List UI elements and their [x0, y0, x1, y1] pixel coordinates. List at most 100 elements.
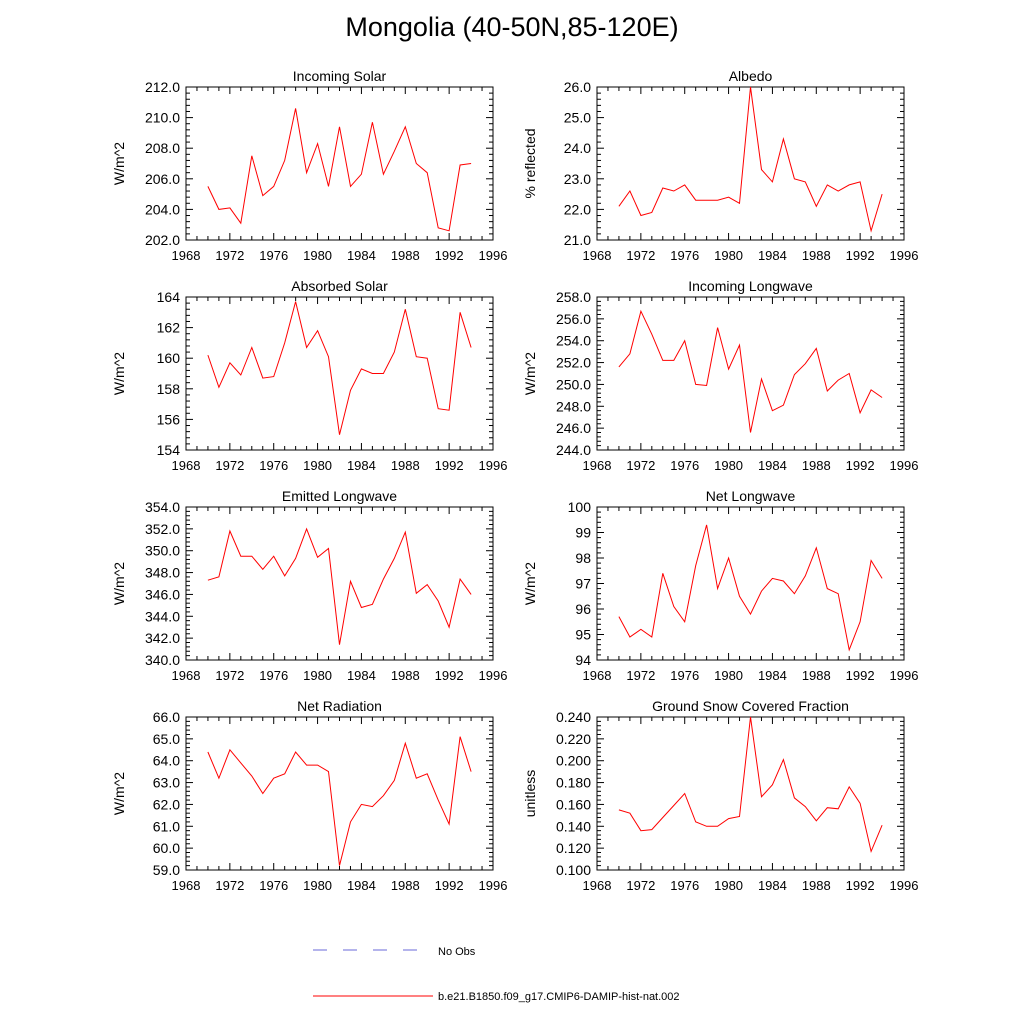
panel-6: Net Longwave W/m^2 1968 1972 1976 1980 1984 198…: [522, 488, 918, 683]
y-tick-label: 354.0: [145, 499, 180, 515]
y-tick-label: 154: [157, 442, 181, 458]
y-tick-label: 66.0: [153, 709, 180, 725]
y-tick-label: 204.0: [145, 201, 180, 217]
x-tick-label: 1976: [259, 668, 288, 683]
y-tick-label: 252.0: [556, 355, 591, 371]
panel-title: Net Longwave: [706, 488, 796, 504]
x-tick-label: 1972: [215, 668, 244, 683]
x-tick-label: 1992: [435, 668, 464, 683]
y-tick-label: 212.0: [145, 79, 180, 95]
y-tick-label: 158: [157, 381, 181, 397]
x-tick-label: 1996: [479, 248, 508, 263]
y-tick-label: 206.0: [145, 171, 180, 187]
x-tick-label: 1976: [670, 878, 699, 893]
x-tick-label: 1968: [583, 668, 612, 683]
y-tick-label: 98: [575, 550, 591, 566]
y-tick-label: 94: [575, 652, 591, 668]
panel-3: Absorbed Solar W/m^2 1968 1972 1976 1980 1984 1…: [111, 278, 507, 473]
y-tick-label: 348.0: [145, 565, 180, 581]
panel-title: Albedo: [729, 68, 773, 84]
panel-7: Net Radiation W/m^2 1968 1972 1976 1980 1984 19…: [111, 698, 507, 893]
panel-4: Incoming Longwave W/m^2 1968 1972 1976 1980 19…: [522, 278, 918, 473]
x-tick-label: 1992: [846, 878, 875, 893]
y-axis-label: W/m^2: [522, 352, 538, 395]
y-tick-label: 97: [575, 576, 591, 592]
plot-frame: [596, 296, 905, 451]
x-tick-label: 1968: [583, 878, 612, 893]
panel-title: Ground Snow Covered Fraction: [652, 698, 849, 714]
x-tick-label: 1992: [435, 458, 464, 473]
y-tick-label: 0.160: [556, 796, 591, 812]
x-tick-label: 1972: [215, 458, 244, 473]
series-line: [618, 524, 883, 652]
y-tick-label: 340.0: [145, 652, 180, 668]
x-tick-label: 1972: [626, 458, 655, 473]
x-tick-label: 1984: [347, 668, 376, 683]
series-line: [207, 108, 472, 232]
y-tick-label: 59.0: [153, 862, 180, 878]
y-tick-label: 0.140: [556, 818, 591, 834]
y-tick-label: 99: [575, 525, 591, 541]
y-tick-label: 25.0: [564, 110, 591, 126]
y-tick-label: 100: [568, 499, 592, 515]
y-tick-label: 22.0: [564, 201, 591, 217]
x-tick-label: 1976: [259, 878, 288, 893]
y-tick-label: 160: [157, 350, 181, 366]
x-tick-label: 1968: [172, 878, 201, 893]
x-tick-label: 1984: [758, 458, 787, 473]
x-tick-label: 1996: [479, 668, 508, 683]
x-tick-label: 1996: [890, 668, 919, 683]
y-tick-label: 63.0: [153, 775, 180, 791]
y-tick-label: 0.100: [556, 862, 591, 878]
x-tick-label: 1976: [670, 248, 699, 263]
y-tick-label: 61.0: [153, 818, 180, 834]
x-tick-label: 1984: [347, 878, 376, 893]
y-tick-label: 162: [157, 320, 181, 336]
y-tick-label: 250.0: [556, 376, 591, 392]
y-tick-label: 350.0: [145, 543, 180, 559]
x-tick-label: 1984: [347, 458, 376, 473]
y-tick-label: 202.0: [145, 232, 180, 248]
x-tick-label: 1972: [626, 668, 655, 683]
x-tick-label: 1992: [846, 668, 875, 683]
x-tick-label: 1988: [802, 248, 831, 263]
x-tick-label: 1980: [714, 668, 743, 683]
y-tick-label: 0.240: [556, 709, 591, 725]
x-tick-label: 1980: [714, 458, 743, 473]
plot-frame: [185, 296, 494, 451]
x-tick-label: 1992: [846, 458, 875, 473]
figure-title: Mongolia (40-50N,85-120E): [345, 12, 679, 42]
y-tick-label: 96: [575, 601, 591, 617]
x-tick-label: 1996: [890, 878, 919, 893]
x-tick-label: 1984: [758, 668, 787, 683]
x-tick-label: 1984: [347, 248, 376, 263]
x-tick-label: 1988: [802, 878, 831, 893]
legend-model-label: b.e21.B1850.f09_g17.CMIP6-DAMIP-hist-nat…: [438, 991, 680, 1003]
panel-8: Ground Snow Covered Fraction unitless 1968…: [522, 698, 918, 893]
y-axis-label: % reflected: [522, 128, 538, 198]
x-tick-label: 1984: [758, 878, 787, 893]
x-tick-label: 1980: [303, 878, 332, 893]
y-tick-label: 26.0: [564, 79, 591, 95]
plot-frame: [185, 86, 494, 241]
x-tick-label: 1996: [479, 878, 508, 893]
x-tick-label: 1968: [583, 458, 612, 473]
panel-title: Emitted Longwave: [282, 488, 397, 504]
y-axis-label: W/m^2: [111, 352, 127, 395]
x-tick-label: 1976: [670, 668, 699, 683]
plot-frame: [185, 716, 494, 871]
x-tick-label: 1988: [391, 668, 420, 683]
x-tick-label: 1988: [802, 668, 831, 683]
x-tick-label: 1992: [435, 878, 464, 893]
y-axis-label: W/m^2: [111, 772, 127, 815]
y-tick-label: 0.220: [556, 731, 591, 747]
y-axis-label: W/m^2: [111, 562, 127, 605]
y-tick-label: 256.0: [556, 311, 591, 327]
x-tick-label: 1976: [259, 458, 288, 473]
x-tick-label: 1992: [846, 248, 875, 263]
x-tick-label: 1992: [435, 248, 464, 263]
panel-1: Incoming Solar W/m^2 1968 1972 1976 1980 1984 1…: [111, 68, 507, 263]
y-tick-label: 208.0: [145, 140, 180, 156]
